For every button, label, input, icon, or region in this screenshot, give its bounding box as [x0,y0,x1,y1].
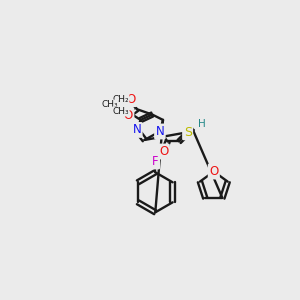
Text: CH₂: CH₂ [112,94,129,103]
Text: O: O [209,165,218,178]
Text: N: N [155,125,164,138]
Text: O: O [124,109,133,122]
Text: N: N [132,123,141,136]
Text: O: O [127,93,136,106]
Text: CH₃: CH₃ [101,100,118,109]
Text: O: O [159,145,168,158]
Text: S: S [184,126,192,139]
Text: F: F [152,155,159,168]
Text: CH₃: CH₃ [112,107,129,116]
Text: H: H [198,119,206,129]
